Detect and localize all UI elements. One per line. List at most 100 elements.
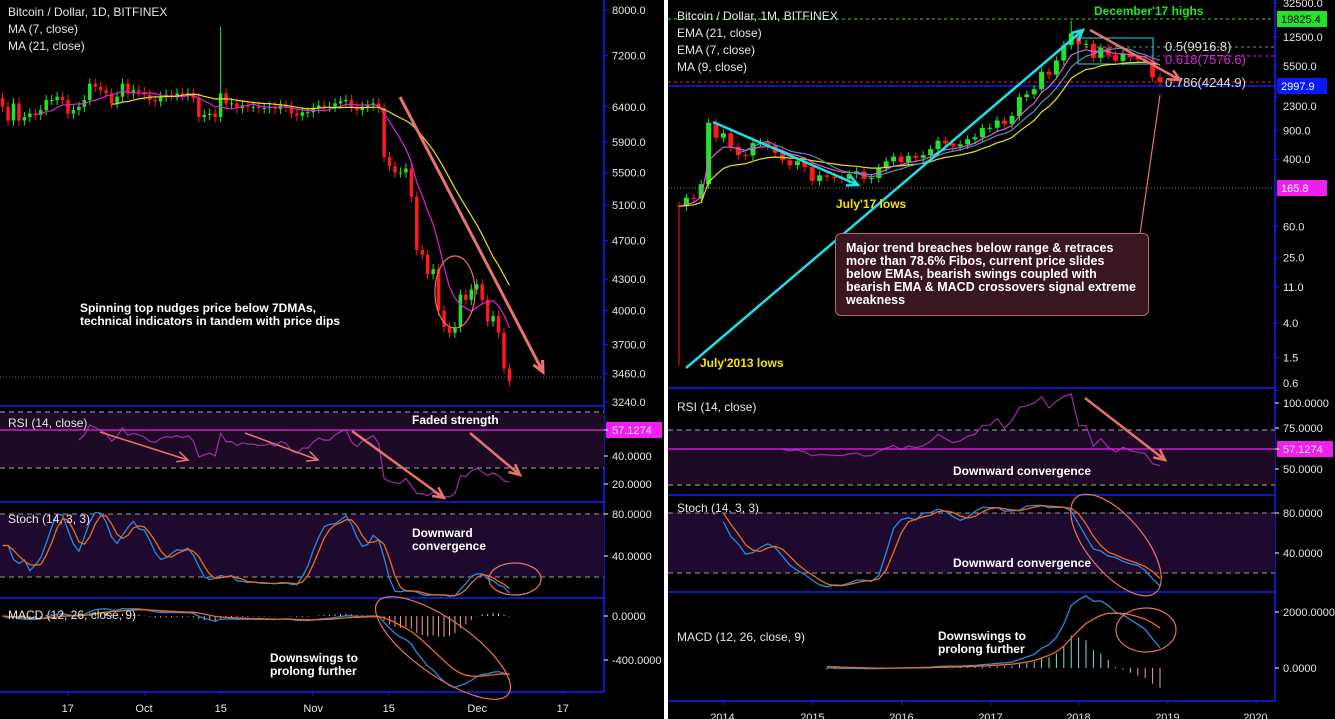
candle-body: [824, 175, 830, 177]
candle-body: [979, 128, 985, 138]
candle-body: [1061, 45, 1067, 61]
candle-body: [49, 100, 54, 102]
candle-body: [17, 103, 21, 121]
right-overlay-line-1: [678, 49, 1161, 207]
right-stoch-band: [668, 513, 1275, 573]
candle-body: [972, 137, 978, 140]
right-xtick-label: 2018: [1066, 712, 1090, 719]
left-legend-ma21[interactable]: MA (21, close): [8, 39, 85, 53]
candle-body: [229, 103, 234, 105]
right-stoch-ellipse: [1070, 493, 1162, 597]
left-rsi-tick-label: 40.0000: [612, 451, 652, 463]
candle-body: [251, 106, 256, 108]
right-stoch-annotation: Downward convergence: [953, 556, 1092, 570]
candle-body: [202, 114, 206, 118]
price-badge-0: [1277, 11, 1327, 27]
candle-body: [706, 122, 712, 185]
price-badge-label-1: 2997.9: [1281, 81, 1315, 93]
candle-body: [180, 93, 185, 96]
candle-body: [431, 269, 435, 275]
panel-divider[interactable]: [664, 0, 668, 719]
right-xtick-label: 2020: [1243, 712, 1267, 719]
candle-body: [295, 113, 299, 116]
right-rsi-arrow-head: [1153, 448, 1168, 462]
right-rsi-band: [668, 430, 1275, 485]
candle-body: [1083, 43, 1089, 45]
candle-body: [415, 196, 419, 250]
left-xtick-label: 15: [215, 703, 227, 715]
right-major-uptrend-line-head: [1071, 28, 1086, 42]
right-legend-ema7[interactable]: EMA (7, close): [677, 43, 756, 57]
left-ytick-label: 5900.0: [612, 137, 646, 149]
right-rsi-tick-label: 57.1274: [1283, 444, 1323, 456]
right-2014-downtrend-line-head: [845, 175, 861, 187]
candle-body: [71, 110, 76, 114]
left-ytick-label: 3700.0: [612, 339, 646, 351]
right-stoch-legend[interactable]: Stoch (14, 3, 3): [677, 501, 760, 515]
left-overlay-line-1: [111, 93, 511, 286]
right-ytick-label: 2300.0: [1283, 101, 1317, 113]
right-legend-ema21[interactable]: EMA (21, close): [677, 26, 762, 40]
candle-body: [496, 316, 501, 333]
candle-body: [289, 106, 294, 114]
right-rsi-legend[interactable]: RSI (14, close): [677, 400, 757, 414]
right-price-downtrend-arrow-head: [1167, 69, 1183, 82]
candle-body: [109, 93, 114, 104]
candle-body: [349, 100, 354, 107]
fib-level-label: 0.786(4244.9): [1165, 75, 1246, 90]
left-macd-legend[interactable]: MACD (12, 26, close, 9): [8, 608, 137, 622]
right-ytick-label: 11.0: [1283, 282, 1304, 294]
candle-body: [1135, 57, 1141, 60]
left-stoch-tick-label: 40.0000: [612, 551, 652, 563]
candle-body: [153, 100, 157, 102]
right-ytick-label: 1.5: [1283, 353, 1298, 365]
candle-body: [750, 143, 756, 156]
candle-body: [898, 156, 904, 163]
right-macd-legend[interactable]: MACD (12, 26, close, 9): [677, 630, 806, 644]
left-xtick-label: Nov: [303, 703, 323, 715]
candle-body: [713, 122, 719, 138]
left-rsi-legend[interactable]: RSI (14, close): [8, 416, 88, 430]
right-xtick-label: 2019: [1155, 712, 1179, 719]
candle-body: [60, 96, 65, 101]
left-overlay-line-0: [35, 90, 511, 329]
right-legend-ma9[interactable]: MA (9, close): [677, 60, 748, 74]
december-highs-annotation: December'17 highs: [1094, 4, 1204, 18]
right-ytick-label: 5500.0: [1283, 61, 1317, 73]
right-2014-downtrend-line: [712, 120, 859, 187]
left-legend: Bitcoin / Dollar, 1D, BITFINEX MA (7, cl…: [8, 4, 167, 55]
candle-body: [458, 294, 463, 328]
right-ytick-label: 900.0: [1283, 125, 1311, 137]
candle-body: [262, 108, 266, 110]
candle-body: [66, 100, 70, 114]
left-rsi-arrow-1: [99, 431, 189, 461]
left-macd-tick-label: -400.0000: [612, 655, 662, 667]
candle-body: [469, 289, 474, 300]
candle-body: [1113, 55, 1119, 61]
candle-body: [994, 120, 1000, 128]
candle-body: [447, 327, 452, 333]
candle-body: [1046, 71, 1052, 75]
candle-body: [393, 166, 397, 173]
left-xtick-label: Dec: [467, 703, 487, 715]
candle-body: [44, 100, 48, 111]
candle-body: [935, 140, 941, 150]
candle-body: [1127, 54, 1133, 58]
right-ytick-label: 12500.0: [1283, 32, 1323, 44]
right-stoch-d-line: [722, 504, 1161, 587]
candle-body: [1016, 97, 1022, 117]
candle-body: [158, 96, 163, 102]
left-rsi-tick-label: 57.1274: [612, 425, 652, 437]
july2013-lows-annotation: July'2013 lows: [700, 356, 784, 370]
left-stoch-legend[interactable]: Stoch (14, 3, 3): [8, 512, 91, 526]
candle-body: [957, 144, 963, 147]
candle-body: [950, 143, 956, 147]
right-rsi-line: [782, 393, 1161, 467]
candle-body: [355, 106, 359, 111]
candle-body: [425, 254, 430, 275]
left-spinning-top-ellipse: [434, 255, 476, 329]
candle-body: [77, 106, 81, 111]
left-legend-ma7[interactable]: MA (7, close): [8, 22, 79, 36]
candle-body: [720, 133, 726, 138]
